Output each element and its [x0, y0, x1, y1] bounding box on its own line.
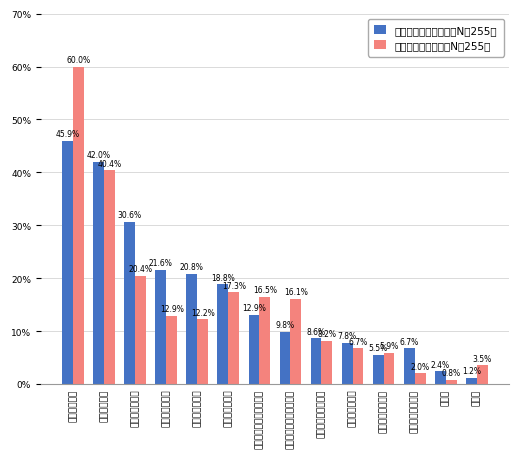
Bar — [197, 319, 208, 384]
Bar — [404, 349, 414, 384]
Text: 12.9%: 12.9% — [160, 304, 184, 313]
Bar — [435, 371, 446, 384]
Bar — [73, 67, 84, 384]
Text: 6.7%: 6.7% — [348, 337, 368, 346]
Text: 20.4%: 20.4% — [128, 265, 153, 274]
Bar — [217, 285, 228, 384]
Text: 21.6%: 21.6% — [149, 258, 173, 268]
Bar — [104, 171, 115, 384]
Text: 20.8%: 20.8% — [180, 263, 204, 272]
Text: 30.6%: 30.6% — [118, 211, 142, 220]
Bar — [342, 343, 353, 384]
Text: 3.5%: 3.5% — [473, 354, 492, 363]
Text: 6.7%: 6.7% — [399, 337, 419, 346]
Text: 16.1%: 16.1% — [284, 287, 308, 297]
Text: 42.0%: 42.0% — [87, 151, 111, 160]
Text: 5.5%: 5.5% — [369, 343, 388, 353]
Text: 12.2%: 12.2% — [191, 308, 215, 317]
Text: 9.8%: 9.8% — [276, 321, 294, 330]
Text: 12.9%: 12.9% — [242, 304, 266, 313]
Bar — [291, 299, 301, 384]
Text: 60.0%: 60.0% — [67, 56, 90, 65]
Text: 18.8%: 18.8% — [211, 273, 235, 282]
Bar — [124, 223, 135, 384]
Text: 7.8%: 7.8% — [337, 331, 357, 340]
Bar — [155, 270, 166, 384]
Legend: 購入の際重視した点（N＝255）, 今後重視したい点（N＝255）: 購入の際重視した点（N＝255）, 今後重視したい点（N＝255） — [368, 20, 504, 57]
Bar — [62, 142, 73, 384]
Text: 8.2%: 8.2% — [317, 329, 336, 338]
Text: 8.6%: 8.6% — [306, 327, 326, 336]
Bar — [321, 341, 332, 384]
Bar — [446, 380, 457, 384]
Bar — [466, 378, 477, 384]
Bar — [93, 162, 104, 384]
Text: 0.8%: 0.8% — [441, 368, 461, 377]
Bar — [373, 355, 384, 384]
Bar — [187, 274, 197, 384]
Text: 2.4%: 2.4% — [431, 360, 450, 369]
Bar — [280, 332, 291, 384]
Text: 17.3%: 17.3% — [222, 281, 246, 290]
Bar — [310, 339, 321, 384]
Text: 16.5%: 16.5% — [253, 285, 277, 294]
Text: 1.2%: 1.2% — [462, 366, 481, 375]
Bar — [477, 365, 488, 384]
Bar — [259, 297, 270, 384]
Bar — [353, 349, 363, 384]
Text: 5.9%: 5.9% — [380, 341, 399, 350]
Text: 2.0%: 2.0% — [410, 362, 430, 371]
Text: 40.4%: 40.4% — [98, 159, 122, 168]
Text: 45.9%: 45.9% — [56, 130, 80, 139]
Bar — [166, 316, 177, 384]
Bar — [384, 353, 395, 384]
Bar — [414, 374, 425, 384]
Bar — [249, 315, 259, 384]
Bar — [135, 276, 146, 384]
Bar — [228, 293, 239, 384]
